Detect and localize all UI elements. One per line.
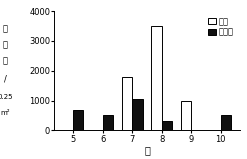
Bar <box>181 100 191 130</box>
Bar <box>132 99 143 130</box>
Text: 0.25: 0.25 <box>0 94 13 100</box>
Bar <box>151 26 162 130</box>
Text: m²: m² <box>0 110 10 116</box>
Bar <box>103 115 113 130</box>
Text: 数: 数 <box>2 56 7 65</box>
Bar <box>162 121 172 130</box>
Text: 生: 生 <box>2 24 7 33</box>
Legend: 更新, 非更新: 更新, 非更新 <box>206 15 235 38</box>
Bar <box>122 77 132 130</box>
Bar <box>73 110 83 130</box>
Text: 息: 息 <box>2 40 7 49</box>
Text: /: / <box>3 75 6 84</box>
X-axis label: 月: 月 <box>144 145 150 155</box>
Bar <box>221 115 231 130</box>
